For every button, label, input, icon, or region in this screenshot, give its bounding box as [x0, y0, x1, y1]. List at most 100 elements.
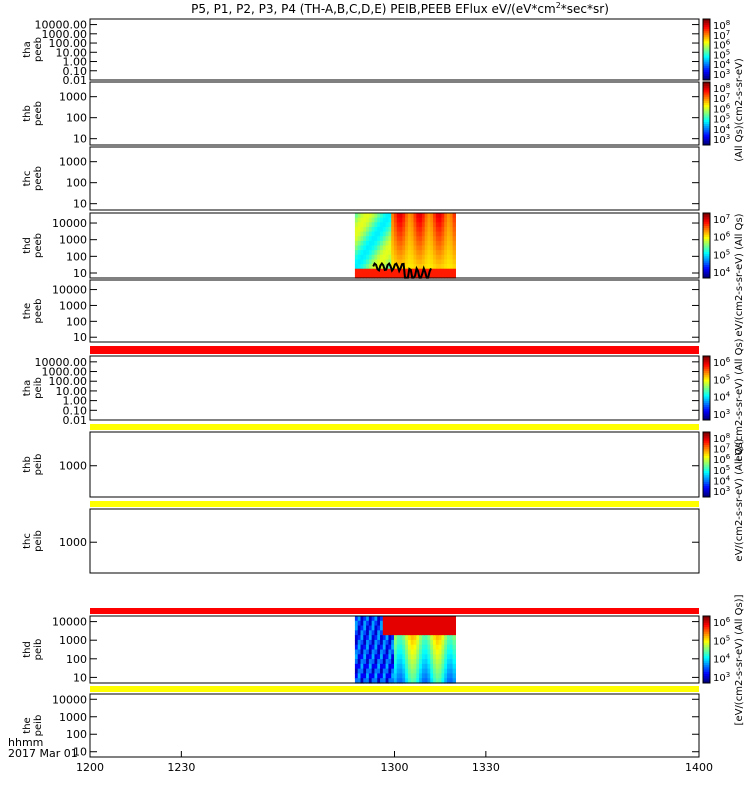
colorbar-tick-base: 10 — [713, 410, 726, 421]
spectrogram-cell — [416, 630, 420, 636]
colorbar-tick-base: 10 — [713, 84, 726, 95]
colorbar-swatch — [703, 466, 710, 470]
spectrogram-cell — [371, 259, 376, 265]
colorbar-tick-base: 10 — [713, 70, 726, 81]
spectrogram-cell — [435, 273, 440, 279]
spectrogram-cell — [447, 268, 451, 274]
colorbar-tick-label: 108 — [713, 432, 730, 445]
spectrogram-cell — [382, 616, 387, 622]
spectrogram-cell — [357, 245, 362, 251]
spectrogram-cell — [366, 231, 370, 237]
spectrogram-cell — [354, 663, 359, 670]
spectrogram-cell — [435, 250, 440, 256]
spectrogram-cell — [416, 663, 420, 670]
spectrogram-cell — [441, 217, 445, 223]
spectrogram-cell — [354, 240, 359, 247]
spectrogram-cell — [393, 654, 398, 660]
spectrogram-cell — [441, 659, 445, 665]
colorbar-frame — [702, 431, 711, 498]
spectrogram-cell — [449, 264, 454, 270]
spectrogram-cell — [391, 268, 395, 274]
colorbar-tick-exponent: 4 — [726, 123, 731, 131]
spectrogram-cell — [441, 668, 445, 675]
colorbar-swatch — [703, 458, 710, 461]
colorbar-swatch — [703, 451, 710, 455]
spectrogram-cell — [368, 616, 373, 622]
colorbar-swatch — [703, 402, 710, 406]
spectrogram-cell — [360, 254, 364, 261]
colorbar-swatch — [703, 51, 710, 55]
colorbar-swatch — [703, 35, 710, 38]
spectrogram-cell — [441, 616, 445, 622]
spectrogram-cell — [405, 659, 409, 665]
spectrogram-cell — [452, 217, 456, 223]
spectrogram-cell — [405, 222, 409, 228]
spectrogram-cell — [357, 254, 362, 261]
spectrogram-cell — [368, 649, 373, 655]
spectrogram-cell — [388, 644, 392, 651]
colorbar-tick-exponent: 6 — [726, 356, 731, 364]
spectrogram-cell — [444, 268, 448, 274]
spectrogram-cell — [354, 268, 359, 274]
spectrogram-cell — [371, 649, 376, 655]
spectrogram-cell — [385, 668, 390, 675]
colorbar-swatch — [703, 43, 710, 46]
colorbar-swatch — [703, 360, 710, 363]
spectrogram-cell — [385, 620, 390, 627]
spectrogram-cell — [363, 268, 367, 274]
spectrogram-cell — [393, 649, 398, 655]
spectrogram-cell — [399, 240, 403, 247]
spectrogram-cell — [360, 659, 364, 665]
spectrogram-cell — [380, 630, 384, 636]
spectrogram-cell — [371, 245, 376, 251]
spectrogram-cell — [405, 254, 409, 261]
spectrogram-cell — [416, 264, 420, 270]
spectrogram-cell — [374, 213, 378, 219]
spectrogram-cell — [368, 250, 373, 256]
colorbar-swatch — [703, 265, 710, 268]
colorbar-swatch — [703, 442, 710, 446]
panel-ylabel: thapeeb — [22, 37, 44, 62]
spectrogram-cell — [393, 639, 398, 646]
spectrogram-cell — [438, 254, 443, 261]
spectrogram-cell — [444, 620, 448, 627]
spectrogram-cell — [377, 673, 381, 679]
spectrogram-cell — [354, 217, 359, 223]
spectrogram-cell — [430, 620, 434, 627]
spectrogram-cell — [424, 659, 429, 665]
spectrogram-cell — [419, 268, 423, 274]
spectrogram-cell — [363, 625, 367, 631]
colorbar-swatch — [703, 103, 710, 106]
spectrogram-cell — [354, 654, 359, 660]
y-tick-label: 1000 — [59, 299, 87, 312]
spectrogram-cell — [399, 620, 403, 627]
spectrogram-cell — [421, 668, 426, 675]
spectrogram-cell — [371, 663, 376, 670]
spectrogram-cell — [357, 673, 362, 679]
spectrogram-cell — [354, 620, 359, 627]
colorbar-tick-label: 108 — [713, 19, 730, 32]
spectrogram-cell — [416, 217, 420, 223]
spectrogram-cell — [413, 663, 417, 670]
colorbar-swatch — [703, 94, 710, 98]
spectrogram-cell — [357, 264, 362, 270]
colorbar-swatch — [703, 651, 710, 655]
colorbar-swatch — [703, 223, 710, 227]
spectrogram-cell — [368, 268, 373, 274]
colorbar-swatch — [703, 256, 710, 259]
spectrogram-cell — [385, 654, 390, 660]
spectrogram-cell — [405, 625, 409, 631]
spectrogram-cell — [433, 668, 437, 675]
spectrogram-cell — [405, 635, 409, 641]
spectrogram-cell — [410, 644, 415, 651]
spectrogram-cell — [399, 625, 403, 631]
colorbar-swatch — [703, 241, 710, 244]
spectrogram-cell — [416, 635, 420, 641]
spectrogram-cell — [449, 240, 454, 247]
x-tick-label: 1230 — [167, 761, 195, 774]
spectrogram-cell — [407, 250, 412, 256]
spectrogram-cell — [452, 639, 456, 646]
spectrogram-cell — [413, 231, 417, 237]
colorbar-swatch — [703, 88, 710, 91]
spectrogram-cell — [402, 222, 406, 228]
